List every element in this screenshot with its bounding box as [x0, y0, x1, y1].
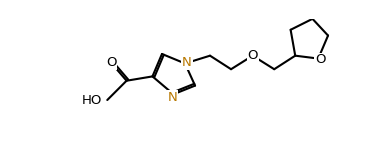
Text: O: O [248, 49, 258, 62]
Text: HO: HO [82, 94, 102, 106]
Text: N: N [182, 56, 192, 69]
Text: N: N [168, 91, 177, 104]
Text: O: O [106, 56, 116, 69]
Text: O: O [315, 53, 326, 66]
